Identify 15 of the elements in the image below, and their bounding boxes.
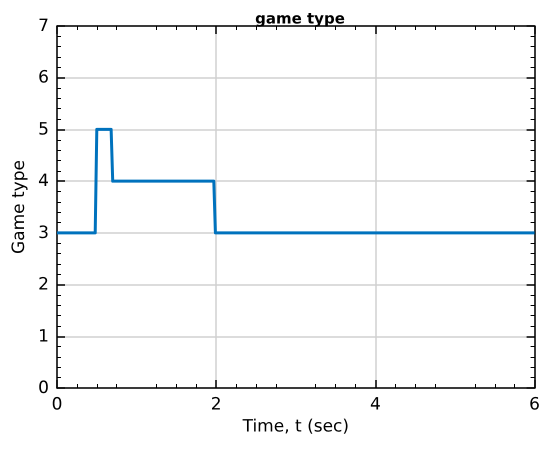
y-tick-label: 6	[38, 68, 49, 88]
y-tick-label: 4	[38, 171, 49, 192]
y-tick-label: 1	[38, 326, 49, 346]
y-tick-label: 2	[38, 274, 49, 295]
y-axis-title: Game type	[8, 160, 29, 254]
y-tick-label: 3	[38, 222, 49, 243]
y-tick-label: 7	[38, 16, 49, 36]
y-tick-label: 0	[38, 378, 49, 398]
chart-title: game type	[255, 10, 345, 28]
x-tick-label: 2	[210, 394, 222, 414]
x-axis-title: Time, t (sec)	[242, 416, 350, 436]
x-tick-label: 6	[529, 394, 540, 414]
x-tick-label: 0	[52, 394, 62, 414]
y-tick-label: 5	[38, 119, 49, 140]
x-tick-label: 4	[370, 394, 381, 414]
